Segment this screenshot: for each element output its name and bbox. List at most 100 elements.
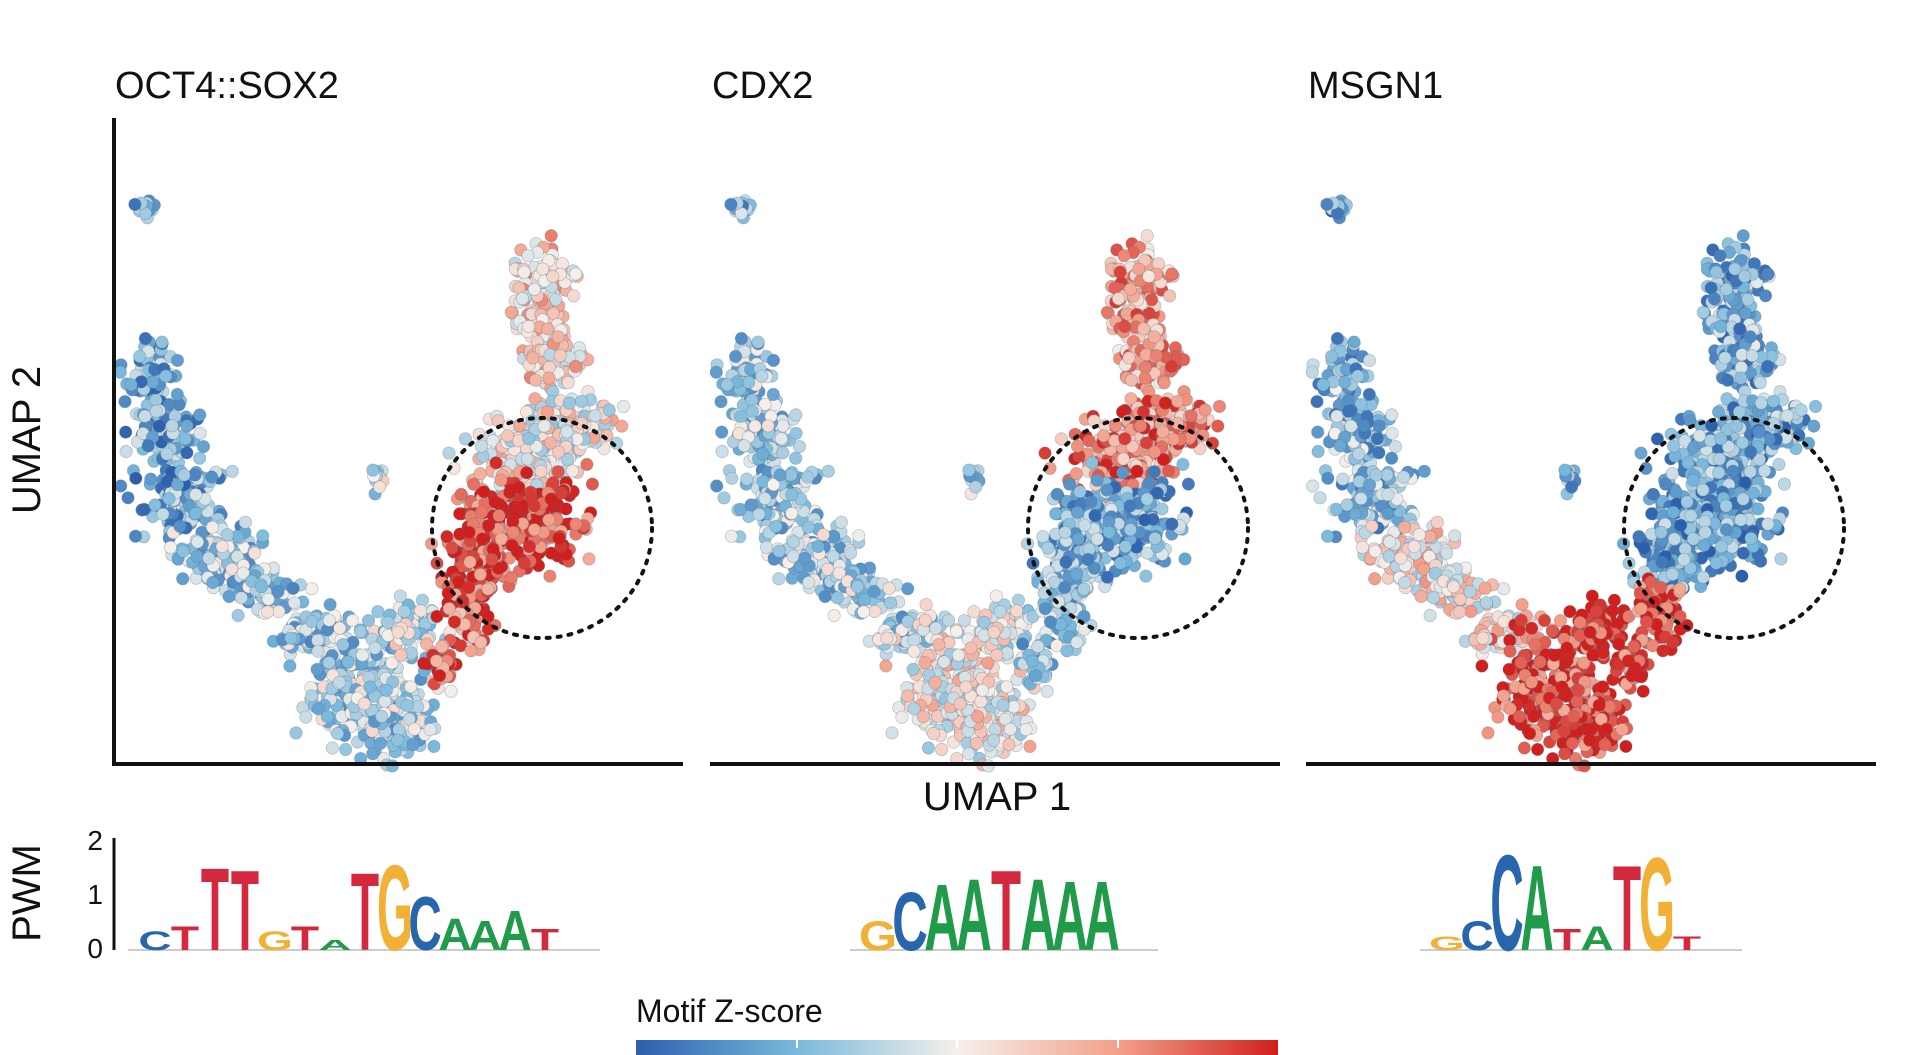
umap-point [1570, 694, 1584, 709]
umap-point [562, 396, 576, 410]
umap-point [1340, 498, 1354, 512]
umap-point [544, 229, 558, 243]
umap-point [202, 551, 216, 565]
umap-point [121, 491, 135, 505]
umap-point [937, 655, 951, 669]
umap-point [574, 394, 589, 408]
umap-point [785, 506, 799, 521]
umap-point [1123, 499, 1137, 513]
umap-point [368, 641, 382, 655]
umap-point [1147, 330, 1161, 344]
umap-point [1719, 282, 1734, 296]
umap-point [856, 605, 871, 619]
umap-point [830, 591, 845, 605]
umap-point [977, 615, 991, 630]
umap-point [520, 466, 534, 480]
panel-title-oct4: OCT4::SOX2 [115, 65, 339, 107]
umap-point [724, 529, 739, 543]
umap-point [996, 698, 1010, 712]
umap-point [970, 709, 985, 724]
umap-point [534, 464, 548, 478]
umap-point [962, 747, 976, 761]
umap-point [1586, 648, 1600, 662]
umap-point [742, 375, 756, 389]
umap-point [1305, 365, 1319, 379]
umap-point [941, 613, 956, 628]
umap-point [602, 403, 616, 417]
umap-point [1113, 556, 1127, 570]
umap-point [1417, 464, 1431, 478]
umap-point [1118, 319, 1132, 334]
umap-point [1414, 589, 1428, 604]
umap-point [1101, 538, 1115, 553]
umap-point [1357, 419, 1371, 433]
umap-point [176, 544, 190, 558]
umap-point [895, 710, 909, 724]
umap-point [761, 419, 775, 433]
umap-point [1759, 289, 1773, 303]
umap-point [734, 331, 749, 346]
umap-point [500, 429, 515, 443]
umap-point [432, 668, 447, 683]
umap-point [1385, 451, 1399, 465]
umap-point [1388, 439, 1403, 454]
umap-point [986, 733, 1001, 747]
umap-point [789, 408, 803, 422]
umap-point [907, 644, 921, 658]
umap-point [385, 656, 399, 670]
umap-point [857, 592, 871, 606]
umap-point [769, 519, 783, 533]
umap-point [299, 710, 313, 724]
umap-point [189, 487, 203, 502]
umap-point [1545, 624, 1560, 638]
umap-point [1615, 722, 1629, 737]
umap-point [1478, 581, 1492, 596]
umap-point [816, 528, 831, 542]
umap-point [1148, 531, 1162, 546]
umap-point [1117, 249, 1131, 263]
umap-point [517, 265, 531, 279]
umap-point [423, 722, 437, 737]
umap-point [1426, 591, 1441, 605]
umap-point [772, 572, 786, 586]
umap-point [1116, 452, 1131, 466]
umap-point [191, 535, 205, 549]
umap-point [715, 425, 729, 439]
umap-point [464, 644, 478, 658]
umap-point [1058, 525, 1072, 540]
umap-point [1397, 520, 1412, 534]
umap-point [1547, 648, 1562, 662]
umap-point [1071, 532, 1086, 546]
umap-point [1599, 722, 1614, 736]
umap-point [138, 409, 152, 423]
umap-point [1330, 331, 1345, 346]
umap-point [553, 348, 567, 363]
umap-point [542, 513, 556, 527]
umap-point [311, 644, 325, 658]
umap-point [1423, 608, 1437, 623]
umap-point [1123, 282, 1138, 296]
umap-point [1533, 655, 1547, 669]
umap-point [1059, 555, 1073, 569]
umap-point [1320, 529, 1335, 543]
umap-point [785, 487, 799, 502]
umap-point [1592, 698, 1606, 712]
umap-point [993, 604, 1007, 619]
umap-point [1038, 601, 1052, 616]
umap-point [1362, 387, 1376, 401]
umap-point [1440, 546, 1454, 560]
umap-point [119, 425, 133, 439]
umap-point [322, 656, 336, 670]
umap-point [1368, 544, 1382, 558]
umap-point [526, 351, 540, 365]
umap-point [1351, 369, 1365, 383]
umap-point [473, 567, 487, 582]
umap-panel-cdx2 [709, 194, 1250, 773]
umap-point [1524, 675, 1539, 689]
umap-point [463, 555, 477, 569]
umap-point [551, 330, 565, 344]
panel-title-cdx2: CDX2 [712, 65, 813, 107]
umap-point [843, 546, 858, 560]
umap-point [766, 353, 781, 367]
